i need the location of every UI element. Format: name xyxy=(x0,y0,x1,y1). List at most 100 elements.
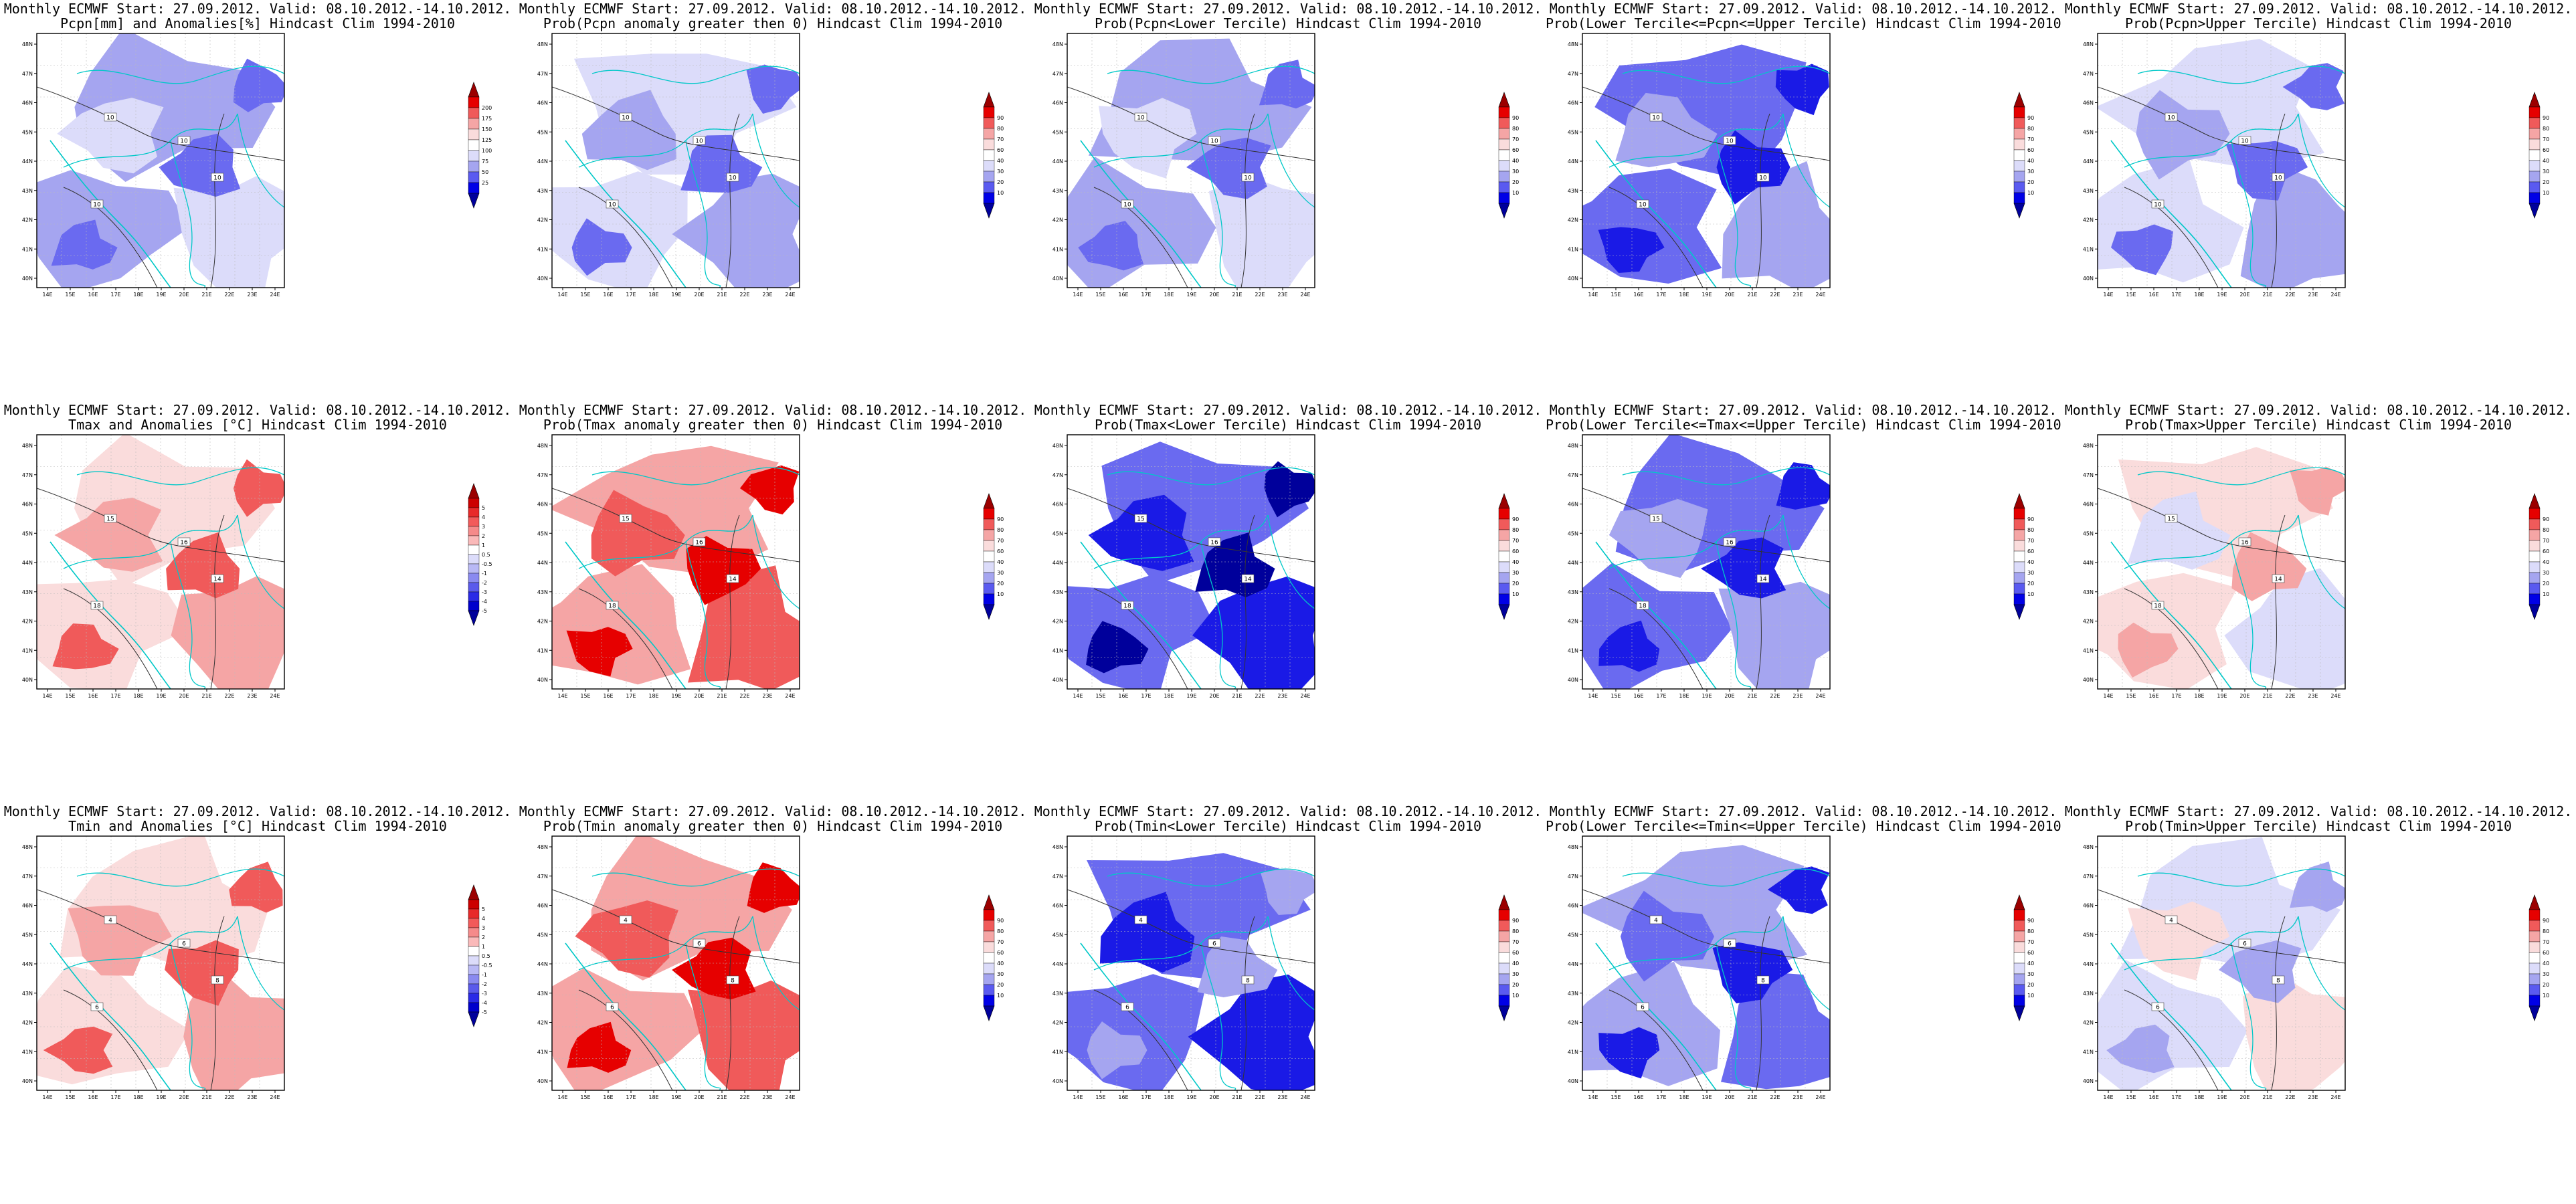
panel-title-line2: Prob(Lower Tercile<=Tmin<=Upper Tercile)… xyxy=(1546,818,2061,834)
longitude-tick-label: 23E xyxy=(1792,292,1803,298)
latitude-tick-label: 42N xyxy=(537,1020,548,1026)
shaded-region xyxy=(2282,63,2345,110)
longitude-tick-label: 17E xyxy=(110,693,120,699)
contour-label-box xyxy=(2272,574,2285,583)
panel-title-line1: Monthly ECMWF Start: 27.09.2012. Valid: … xyxy=(1549,803,2057,819)
latitude-tick-label: 43N xyxy=(537,589,548,595)
contour-label: 6 xyxy=(182,941,186,948)
panel-title-line1: Monthly ECMWF Start: 27.09.2012. Valid: … xyxy=(1549,402,2057,418)
contour-label: 8 xyxy=(1246,978,1250,985)
latitude-tick-label: 46N xyxy=(2083,502,2094,508)
color-legend: 90 80 70 60 40 30 20 10 xyxy=(983,92,1004,219)
contour-label: 18 xyxy=(1123,603,1131,610)
longitude-tick-label: 23E xyxy=(1792,693,1803,699)
shaded-region xyxy=(1701,537,1786,599)
longitude-tick-label: 22E xyxy=(739,693,749,699)
shaded-region xyxy=(1621,890,1714,982)
contour-label-box xyxy=(1121,601,1134,610)
map-panel: Monthly ECMWF Start: 27.09.2012. Valid: … xyxy=(1030,401,1546,803)
latitude-tick-label: 41N xyxy=(1568,1049,1578,1055)
legend-tick-label: -4 xyxy=(482,1000,487,1006)
legend-tick-label: -3 xyxy=(482,589,487,595)
panel-title-line1: Monthly ECMWF Start: 27.09.2012. Valid: … xyxy=(1034,803,1542,819)
contour-label: 6 xyxy=(610,1005,614,1011)
latitude-tick-label: 44N xyxy=(537,560,548,566)
contour-label: 4 xyxy=(108,918,112,924)
latitude-tick-label: 48N xyxy=(1052,844,1063,850)
legend-tick-label: 10 xyxy=(997,190,1004,196)
contour-label: 6 xyxy=(1728,941,1732,948)
latitude-tick-label: 41N xyxy=(1568,246,1578,252)
legend-tick-label: 30 xyxy=(2027,169,2034,175)
longitude-tick-label: 21E xyxy=(2262,292,2272,298)
color-legend: 90 80 70 60 40 30 20 10 xyxy=(983,493,1004,620)
shaded-region xyxy=(1716,130,1790,205)
legend-tick-label: 1 xyxy=(482,944,485,950)
contour-label: 10 xyxy=(2154,202,2162,209)
shaded-region xyxy=(739,465,800,515)
contour-label-box xyxy=(2151,601,2165,610)
shaded-region xyxy=(2224,568,2345,689)
contour-label-box xyxy=(2165,514,2178,523)
legend-tick-label: 30 xyxy=(997,971,1004,977)
longitude-tick-label: 16E xyxy=(1118,292,1128,298)
contour-label: 10 xyxy=(1137,115,1145,122)
map-panel: Monthly ECMWF Start: 27.09.2012. Valid: … xyxy=(1030,0,1546,401)
map-panel: Monthly ECMWF Start: 27.09.2012. Valid: … xyxy=(1546,0,2061,401)
legend-tick-label: 10 xyxy=(2543,190,2549,196)
shaded-region xyxy=(1598,227,1665,273)
shaded-region xyxy=(2106,1024,2175,1074)
latitude-tick-label: 41N xyxy=(2083,246,2094,252)
longitude-tick-label: 22E xyxy=(2285,292,2295,298)
contour-label-box xyxy=(606,1002,619,1011)
latitude-tick-label: 42N xyxy=(22,217,33,223)
contour-label-box xyxy=(177,938,191,948)
longitude-tick-label: 24E xyxy=(1300,1094,1310,1100)
legend-tick-label: 20 xyxy=(997,982,1004,988)
contour-label: 16 xyxy=(1210,540,1218,546)
map-panel: Monthly ECMWF Start: 27.09.2012. Valid: … xyxy=(0,803,515,1204)
latitude-tick-label: 47N xyxy=(537,472,548,478)
longitude-tick-label: 14E xyxy=(2103,292,2113,298)
panel-title-line1: Monthly ECMWF Start: 27.09.2012. Valid: … xyxy=(3,1,512,17)
latitude-tick-label: 46N xyxy=(22,502,33,508)
legend-tick-label: 70 xyxy=(2543,136,2549,142)
longitude-tick-label: 17E xyxy=(1656,693,1666,699)
longitude-tick-label: 16E xyxy=(88,292,98,298)
contour-label: 8 xyxy=(1761,978,1765,985)
longitude-tick-label: 15E xyxy=(580,693,590,699)
contour-label: 10 xyxy=(180,138,188,145)
longitude-tick-label: 23E xyxy=(762,693,772,699)
legend-tick-label: 30 xyxy=(2027,971,2034,977)
longitude-tick-label: 17E xyxy=(1656,1094,1666,1100)
latitude-tick-label: 44N xyxy=(2083,159,2094,165)
contour-label-box xyxy=(104,915,117,924)
legend-tick-label: 40 xyxy=(1512,158,1519,164)
longitude-tick-label: 23E xyxy=(1277,693,1287,699)
contour-label-box xyxy=(90,1002,104,1011)
longitude-tick-label: 16E xyxy=(2148,693,2158,699)
legend-tick-label: 90 xyxy=(1512,516,1519,522)
longitude-tick-label: 20E xyxy=(2239,1094,2249,1100)
latitude-tick-label: 47N xyxy=(537,71,548,77)
legend-tick-label: 80 xyxy=(2543,126,2549,132)
legend-tick-label: 40 xyxy=(2543,961,2549,967)
latitude-tick-label: 46N xyxy=(1052,100,1063,106)
longitude-tick-label: 14E xyxy=(557,693,567,699)
latitude-tick-label: 40N xyxy=(1568,677,1578,683)
latitude-tick-label: 47N xyxy=(1568,472,1578,478)
longitude-tick-label: 21E xyxy=(717,1094,727,1100)
legend-tick-label: 80 xyxy=(1512,527,1519,533)
latitude-tick-label: 40N xyxy=(2083,677,2094,683)
contour-label: 16 xyxy=(180,540,188,546)
panel-title-line1: Monthly ECMWF Start: 27.09.2012. Valid: … xyxy=(519,402,1027,418)
contour-label: 8 xyxy=(731,978,735,985)
longitude-tick-label: 24E xyxy=(1815,292,1825,298)
latitude-tick-label: 45N xyxy=(1568,530,1578,536)
shaded-region xyxy=(1086,621,1149,674)
longitude-tick-label: 24E xyxy=(1300,693,1310,699)
panel-title-line1: Monthly ECMWF Start: 27.09.2012. Valid: … xyxy=(2064,402,2573,418)
contour-label-box xyxy=(1121,199,1134,209)
latitude-tick-label: 44N xyxy=(2083,961,2094,967)
latitude-tick-label: 41N xyxy=(22,246,33,252)
